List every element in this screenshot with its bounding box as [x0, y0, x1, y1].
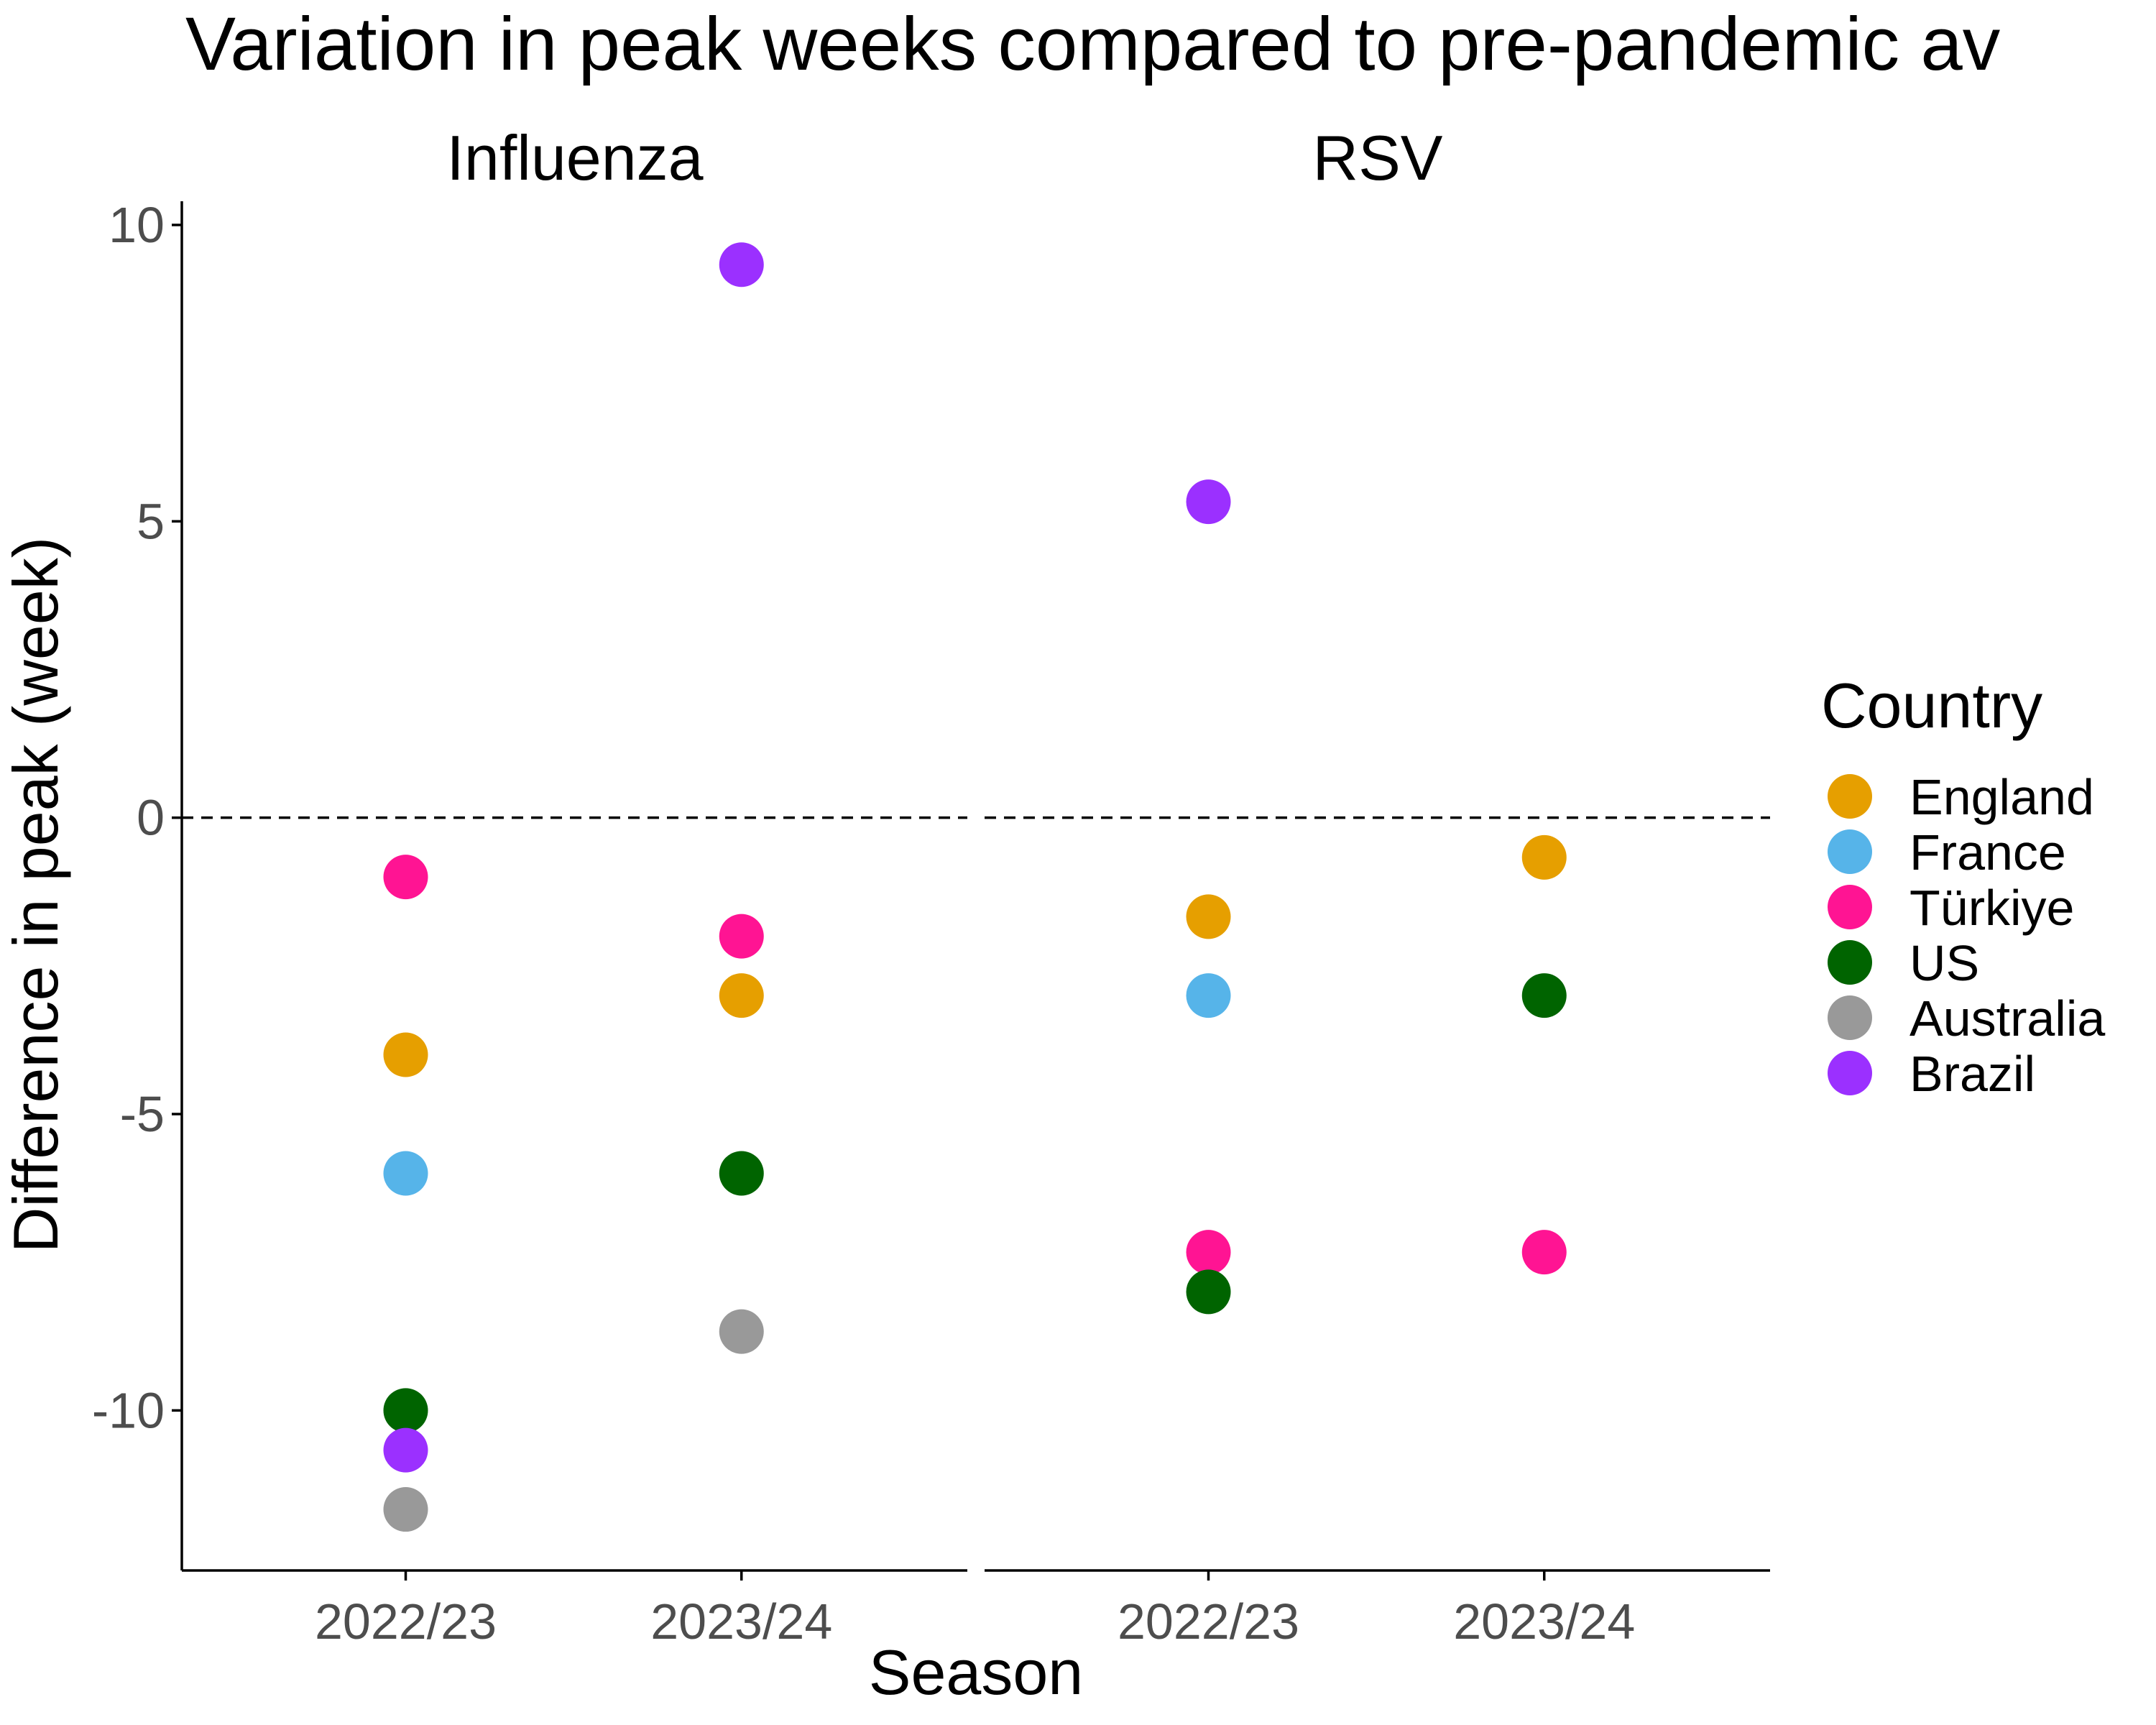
legend-key [1828, 774, 1872, 819]
legend-key [1828, 829, 1872, 874]
x-tick-label: 2022/23 [1118, 1593, 1299, 1650]
x-axis-title: Season [869, 1637, 1083, 1708]
facet-label-influenza: Influenza [446, 122, 703, 193]
data-point-australia [719, 1309, 764, 1354]
y-tick-label: 5 [137, 493, 165, 549]
data-point-us [383, 1388, 428, 1433]
facet-label-rsv: RSV [1313, 122, 1443, 193]
data-point-england [383, 1032, 428, 1077]
data-point-australia [383, 1487, 428, 1532]
x-tick-label: 2023/24 [1453, 1593, 1635, 1650]
chart-title: Variation in peak weeks compared to pre-… [185, 2, 2001, 86]
data-point-france [383, 1151, 428, 1196]
x-tick-label: 2023/24 [650, 1593, 832, 1650]
data-point-us [719, 1151, 764, 1196]
legend-key [1828, 940, 1872, 985]
data-point-türkiye [1186, 1230, 1231, 1275]
legend-key [1828, 995, 1872, 1040]
legend-key [1828, 1051, 1872, 1095]
legend-label: England [1909, 769, 2094, 825]
y-tick-label: -5 [120, 1086, 165, 1142]
y-tick-label: 10 [109, 197, 165, 253]
legend-label: France [1909, 824, 2066, 880]
data-point-us [1521, 973, 1567, 1018]
data-point-türkiye [1521, 1230, 1567, 1275]
data-point-türkiye [719, 914, 764, 959]
data-point-france [1186, 973, 1231, 1018]
data-point-us [1186, 1269, 1231, 1315]
x-tick-label: 2022/23 [315, 1593, 497, 1650]
data-point-türkiye [383, 855, 428, 900]
data-point-brazil [383, 1427, 428, 1473]
data-points [383, 242, 1567, 1532]
y-tick-label: 0 [137, 790, 165, 846]
axes: 10 5 0 -5 -10 2022/23 2023/24 2022/23 2023/24 [92, 197, 1770, 1650]
legend-label: US [1909, 935, 1979, 991]
legend-label: Australia [1909, 990, 2105, 1046]
data-point-brazil [719, 242, 764, 288]
data-point-england [1521, 834, 1567, 880]
legend: Country EnglandFranceTürkiyeUSAustraliaB… [1821, 670, 2105, 1102]
legend-label: Türkiye [1909, 880, 2074, 936]
legend-title: Country [1821, 670, 2042, 741]
y-tick-label: -10 [92, 1382, 165, 1438]
legend-key [1828, 885, 1872, 929]
legend-label: Brazil [1909, 1046, 2035, 1102]
data-point-brazil [1186, 479, 1231, 525]
data-point-england [1186, 894, 1231, 939]
y-axis-title: Difference in peak (week) [0, 537, 71, 1253]
data-point-england [719, 973, 764, 1018]
